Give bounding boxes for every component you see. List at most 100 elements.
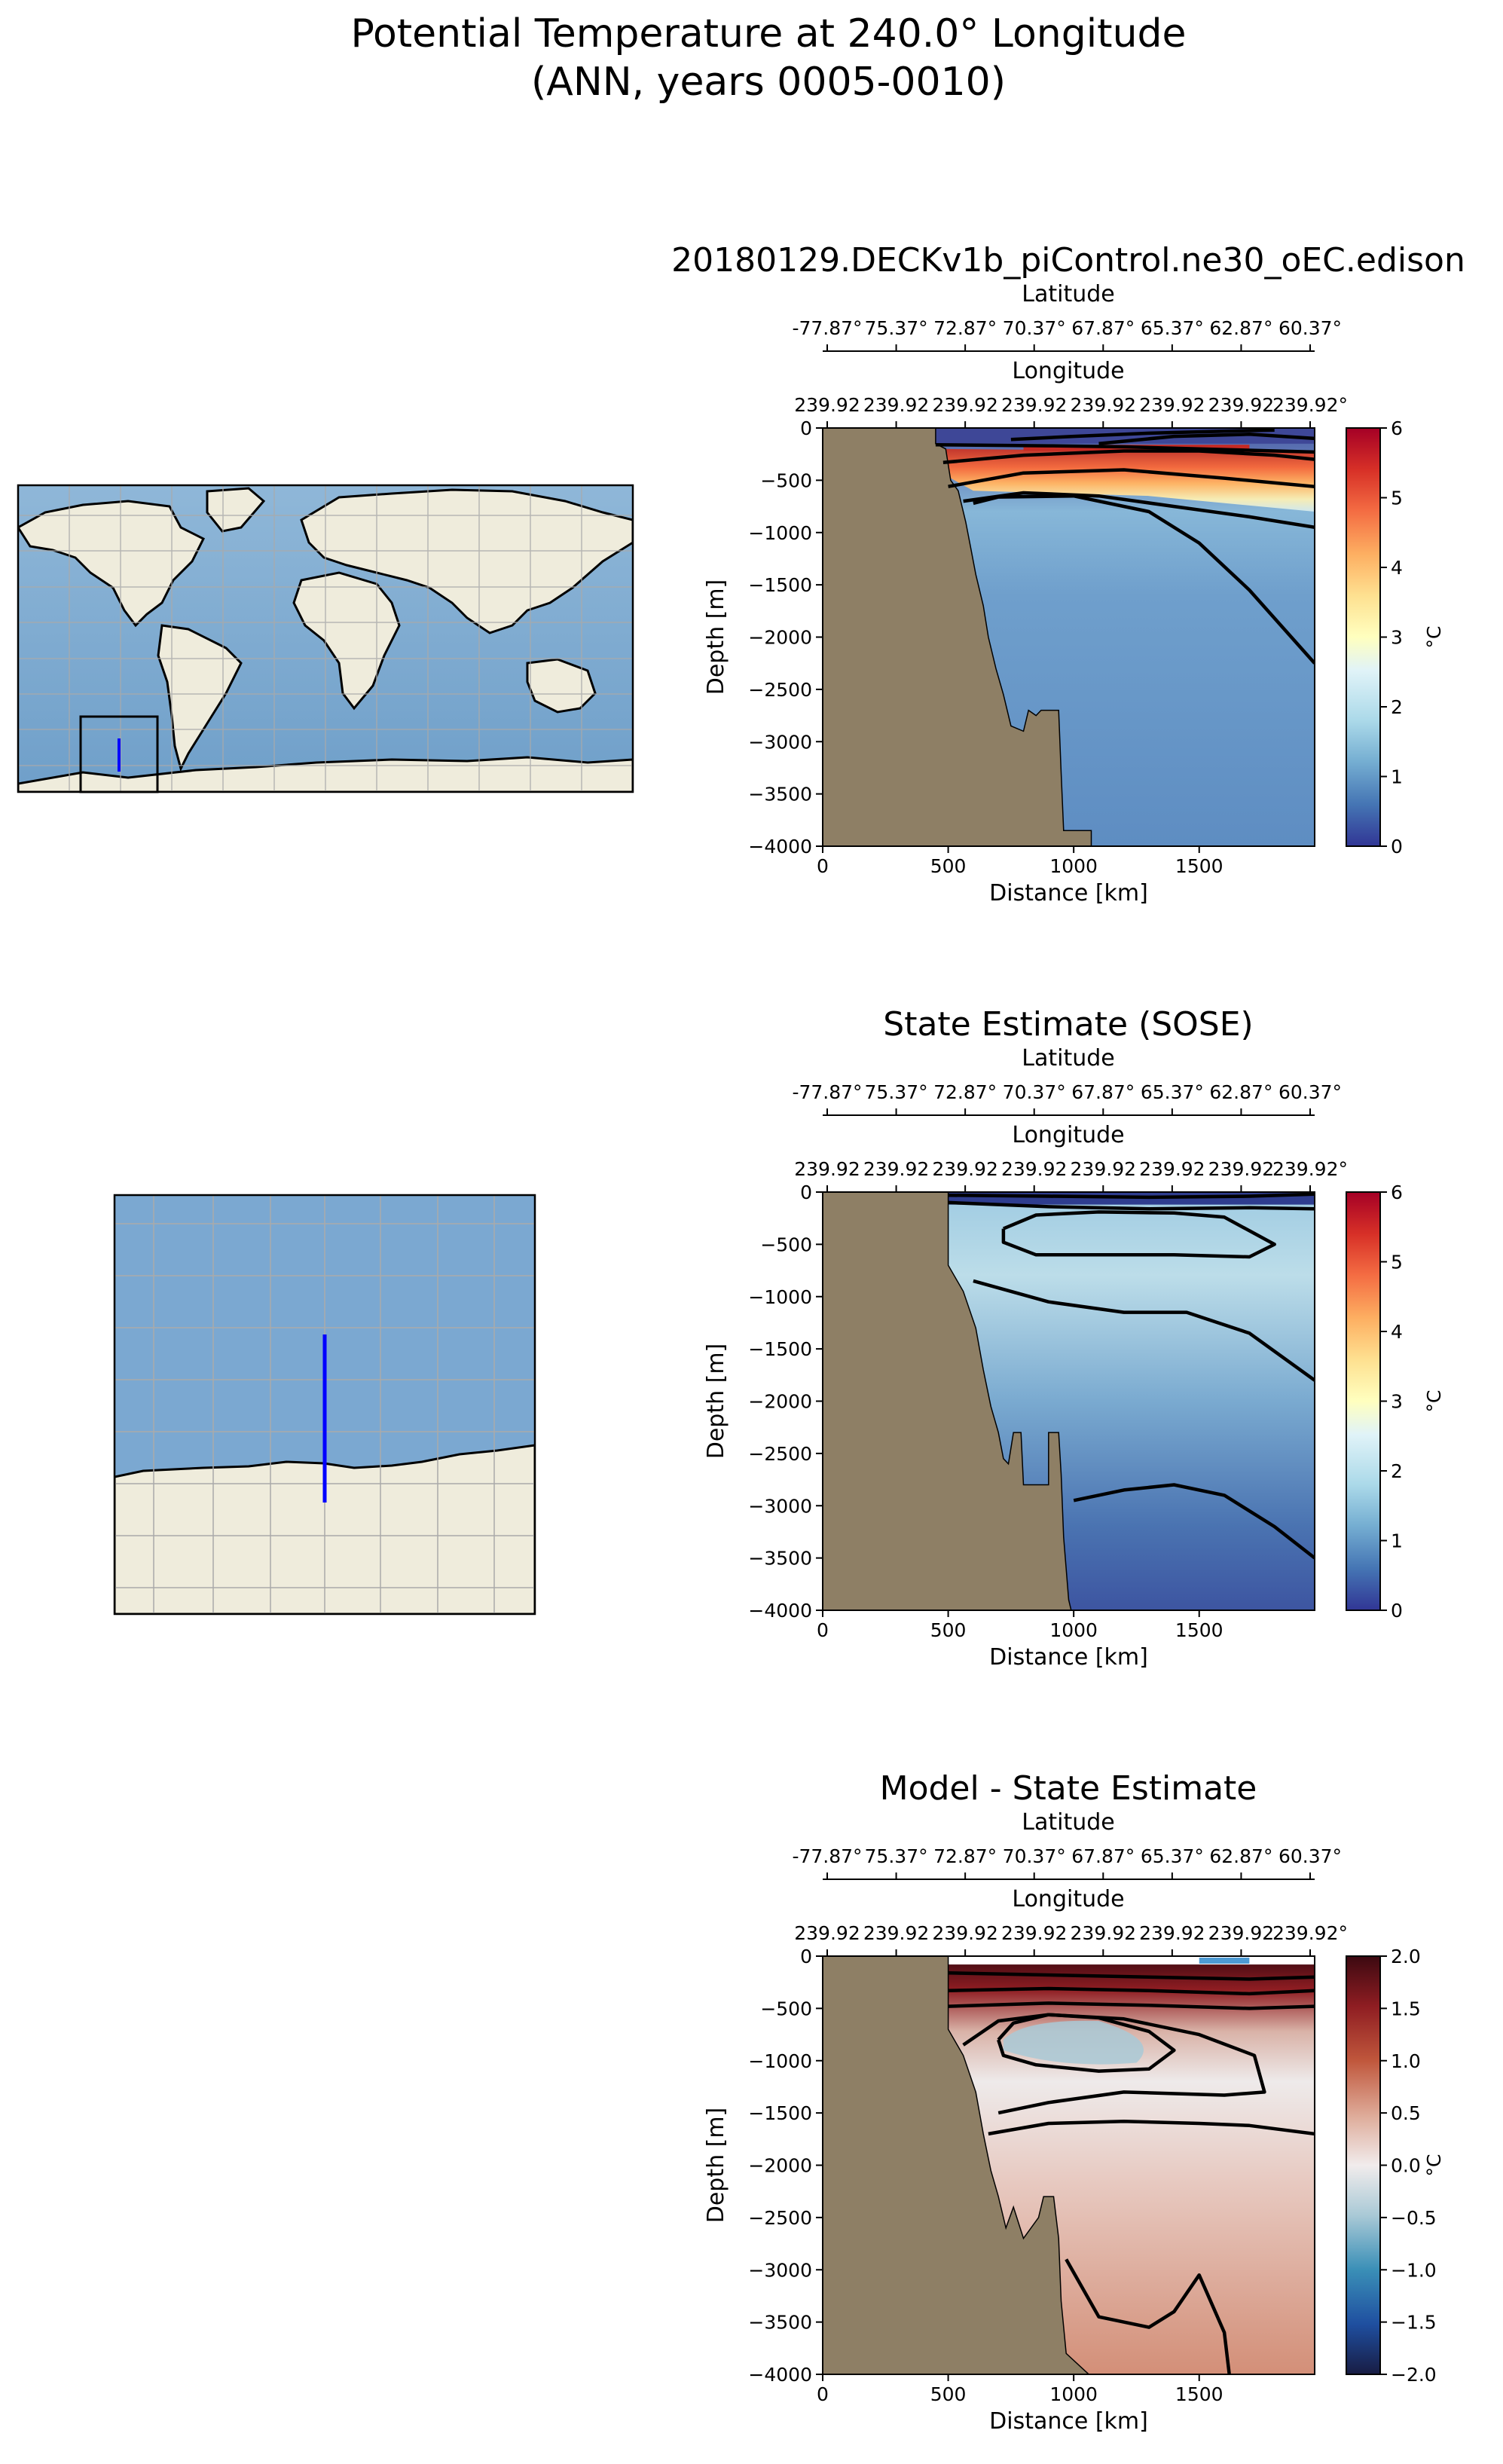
figure-title-line2: (ANN, years 0005-0010) <box>531 60 1006 105</box>
y-tick-label: −3000 <box>748 731 812 753</box>
latitude-tick-label: 70.37° <box>1003 317 1066 339</box>
y-axis-label: Depth [m] <box>703 1344 729 1460</box>
contour-line <box>935 442 1315 454</box>
panel-title: 20180129.DECKv1b_piControl.ne30_oEC.edis… <box>671 241 1465 280</box>
land-north-america <box>18 500 206 628</box>
colorbar-tick-label: 2.0 <box>1391 1946 1421 1967</box>
plot-area <box>823 1956 1315 2374</box>
latitude-tick-label: 62.87° <box>1209 1845 1272 1867</box>
colorbar-tick-label: 1.0 <box>1391 2050 1421 2072</box>
longitude-tick-label: 239.92 <box>794 1158 860 1180</box>
latitude-tick-label: 62.87° <box>1209 317 1272 339</box>
colorbar-tick-label: 0 <box>1391 836 1403 858</box>
contour-line <box>1098 433 1315 446</box>
y-tick-label: −3500 <box>748 1548 812 1570</box>
longitude-tick-label: 239.92 <box>863 1922 929 1944</box>
latitude-tick-label: 72.87° <box>933 1845 997 1867</box>
x-tick-label: 1500 <box>1175 2383 1223 2405</box>
contour-line <box>948 468 1315 488</box>
colorbar-tick-label: 6 <box>1391 417 1403 439</box>
longitude-tick-label: 239.92 <box>794 394 860 416</box>
x-tick-label: 500 <box>930 1619 967 1641</box>
latitude-tick-label: 62.87° <box>1209 1081 1272 1103</box>
colorbar-tick-label: 1 <box>1391 1530 1403 1552</box>
y-tick-label: −1500 <box>748 574 812 596</box>
longitude-axis-label: Longitude <box>1012 358 1124 384</box>
longitude-tick-label: 239.92 <box>1071 394 1136 416</box>
latitude-tick-label: 67.87° <box>1071 317 1135 339</box>
model-transect-panel: 20180129.DECKv1b_piControl.ne30_oEC.edis… <box>671 241 1465 906</box>
x-tick-label: 1500 <box>1175 855 1223 877</box>
longitude-tick-label: 239.92 <box>863 394 929 416</box>
inset-map-frame <box>113 1194 536 1616</box>
latitude-tick-label: -77.87° <box>792 1081 862 1103</box>
figure-title-line1: Potential Temperature at 240.0° Longitud… <box>350 11 1186 57</box>
x-axis-label: Distance [km] <box>989 2408 1148 2435</box>
cold-anomaly-core <box>1003 2020 1144 2065</box>
bathymetry-land <box>823 1956 1090 2374</box>
world-map <box>17 484 634 793</box>
longitude-tick-label: 239.92 <box>932 1922 997 1944</box>
plot-area <box>823 428 1315 846</box>
latitude-tick-label: -77.87° <box>792 317 862 339</box>
colorbar-tick-label: 2 <box>1391 696 1403 718</box>
latitude-tick-label: 67.87° <box>1071 1081 1135 1103</box>
x-tick-label: 0 <box>817 1619 829 1641</box>
land-eurasia <box>300 488 633 634</box>
colorbar-tick-label: −1.0 <box>1391 2259 1437 2281</box>
inset-map <box>113 1194 536 1616</box>
contour-line <box>963 491 1315 530</box>
contour-line <box>942 449 1315 465</box>
y-tick-label: −1500 <box>748 2102 812 2124</box>
sose-transect-panel: State Estimate (SOSE)Latitude -77.87° 75.3… <box>703 1005 1445 1671</box>
world-map-gridlines <box>18 485 633 792</box>
latitude-axis-label: Latitude <box>1022 1045 1114 1072</box>
contour-line <box>1065 2258 1231 2374</box>
y-tick-label: −2000 <box>748 1391 812 1413</box>
contour-line <box>948 1200 1315 1211</box>
colorbar-tick-label: 5 <box>1391 488 1403 509</box>
x-tick-label: 1000 <box>1049 2383 1098 2405</box>
x-axis-label: Distance [km] <box>989 1644 1148 1671</box>
longitude-axis-label: Longitude <box>1012 1886 1124 1912</box>
land-greenland <box>206 487 266 533</box>
colorbar-tick-label: 2 <box>1391 1460 1403 1482</box>
y-tick-label: −3000 <box>748 1495 812 1517</box>
colorbar-tick-label: 0.5 <box>1391 2102 1421 2124</box>
longitude-tick-label: 239.92 <box>1071 1158 1136 1180</box>
bathymetry-land <box>823 1192 1072 1610</box>
y-tick-label: 0 <box>800 1182 812 1203</box>
latitude-tick-label: 60.37° <box>1278 1081 1342 1103</box>
y-tick-label: −4000 <box>748 1600 812 1622</box>
latitude-tick-label: 65.37° <box>1141 1081 1204 1103</box>
longitude-tick-label: 239.92° <box>1272 1158 1348 1180</box>
y-tick-label: −3500 <box>748 784 812 806</box>
x-tick-label: 500 <box>930 2383 967 2405</box>
latitude-tick-label: 67.87° <box>1071 1845 1135 1867</box>
colorbar <box>1346 1191 1381 1611</box>
y-tick-label: −2500 <box>748 1443 812 1465</box>
warm-layer <box>935 448 1315 512</box>
x-axis-label: Distance [km] <box>989 880 1148 906</box>
latitude-tick-label: 72.87° <box>933 317 997 339</box>
contour-line <box>1010 428 1275 442</box>
latitude-tick-label: 70.37° <box>1003 1845 1066 1867</box>
longitude-tick-label: 239.92 <box>1001 394 1067 416</box>
colorbar-tick-label: −0.5 <box>1391 2207 1437 2229</box>
contour-line <box>1073 1483 1315 1560</box>
y-tick-label: −500 <box>760 1234 812 1255</box>
longitude-tick-label: 239.92 <box>1139 1158 1205 1180</box>
longitude-tick-label: 239.92 <box>1001 1922 1067 1944</box>
latitude-tick-label: 60.37° <box>1278 1845 1342 1867</box>
longitude-tick-label: 239.92 <box>1139 394 1205 416</box>
latitude-axis-label: Latitude <box>1022 1809 1114 1836</box>
colorbar-tick-label: 3 <box>1391 627 1403 649</box>
surface-cold-anomaly <box>1199 1958 1250 1964</box>
longitude-tick-label: 239.92 <box>1208 1922 1274 1944</box>
longitude-tick-label: 239.92 <box>932 1158 997 1180</box>
colorbar-tick-label: −2.0 <box>1391 2364 1437 2386</box>
y-tick-label: −2500 <box>748 2207 812 2229</box>
longitude-tick-label: 239.92 <box>1208 394 1274 416</box>
colorbar <box>1346 427 1381 847</box>
